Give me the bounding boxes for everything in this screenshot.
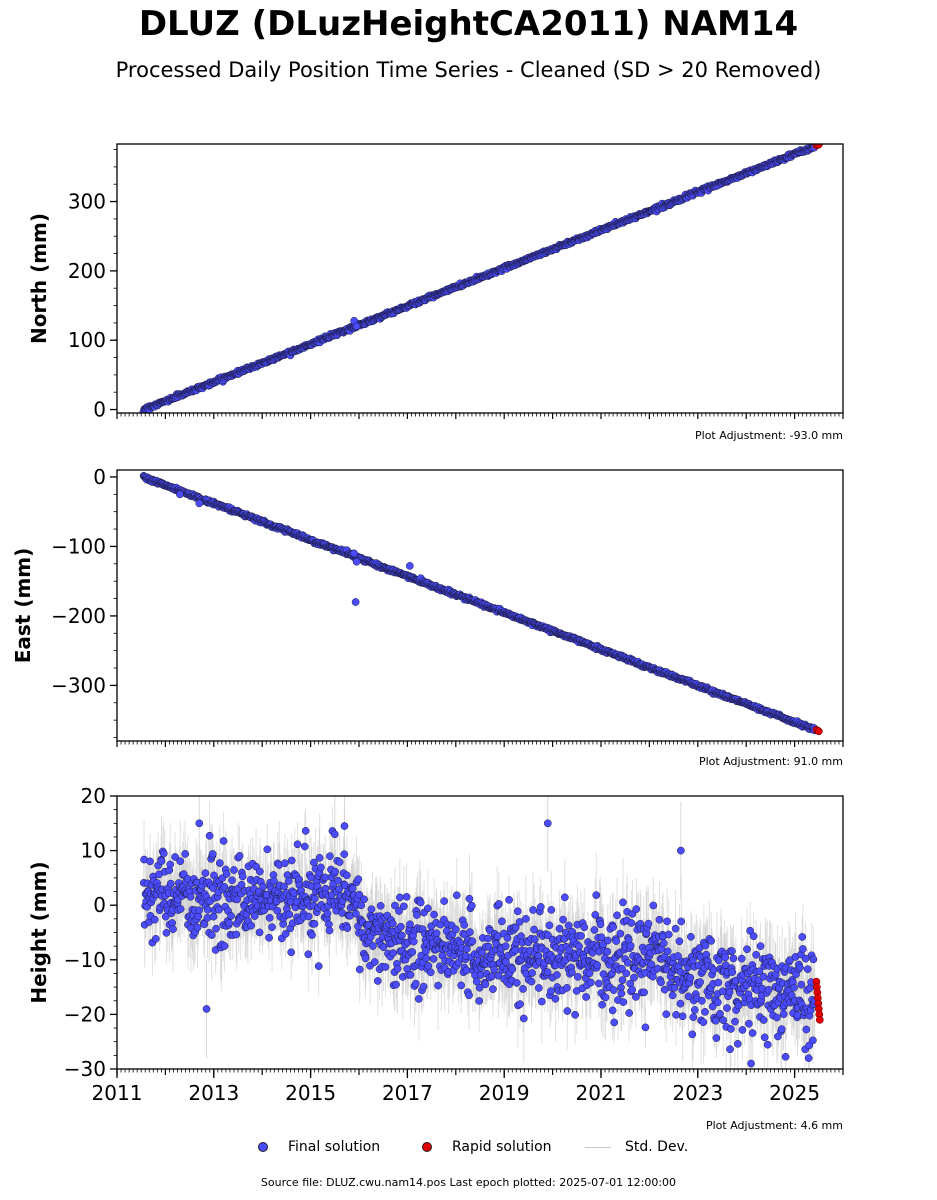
plot-area xyxy=(139,796,824,1069)
rapid-point xyxy=(814,144,823,149)
rapid-point xyxy=(814,727,823,736)
outlier-point xyxy=(352,322,361,331)
y-tick-label: 300 xyxy=(68,190,106,214)
height-panel: 2011 2013 2015 2017 2019 2021 2023 202520100−10… xyxy=(27,784,844,1105)
y-axis-label: East (mm) xyxy=(11,548,35,664)
x-axis-ticks xyxy=(116,413,844,419)
chart-subtitle: Processed Daily Position Time Series - C… xyxy=(115,58,822,82)
y-axis-ticks: 0 100 200 300 xyxy=(68,149,117,422)
x-axis-ticks xyxy=(116,741,844,747)
y-axis-ticks: 0 −100 −200 −300 xyxy=(51,465,117,738)
east-panel: 0 −100 −200 −300 East (mm) xyxy=(11,465,844,747)
y-tick-label: −100 xyxy=(51,534,106,558)
final-solution-points xyxy=(139,471,819,735)
chart-title: DLUZ (DLuzHeightCA2011) NAM14 xyxy=(138,4,799,44)
y-tick-label: 0 xyxy=(93,465,106,489)
outlier-point xyxy=(195,499,204,508)
y-tick-label: −300 xyxy=(51,673,106,697)
outlier-point xyxy=(352,557,361,566)
outlier-point xyxy=(176,490,184,499)
plot-area xyxy=(139,144,823,413)
y-axis-label: North (mm) xyxy=(27,213,51,344)
outlier-point xyxy=(350,549,359,558)
y-tick-label: 0 xyxy=(93,398,106,422)
y-tick-label: −200 xyxy=(51,604,106,628)
rapid-solution-points xyxy=(812,726,823,736)
rapid-solution-points xyxy=(812,144,823,150)
north-panel: 0 100 200 300 North (mm) xyxy=(27,143,844,422)
final-solution-points xyxy=(139,144,819,413)
outlier-point xyxy=(405,562,414,570)
y-tick-label: 100 xyxy=(68,328,106,352)
y-tick-label: 200 xyxy=(68,259,106,283)
plot-area xyxy=(139,471,823,736)
outlier-point xyxy=(351,598,360,606)
